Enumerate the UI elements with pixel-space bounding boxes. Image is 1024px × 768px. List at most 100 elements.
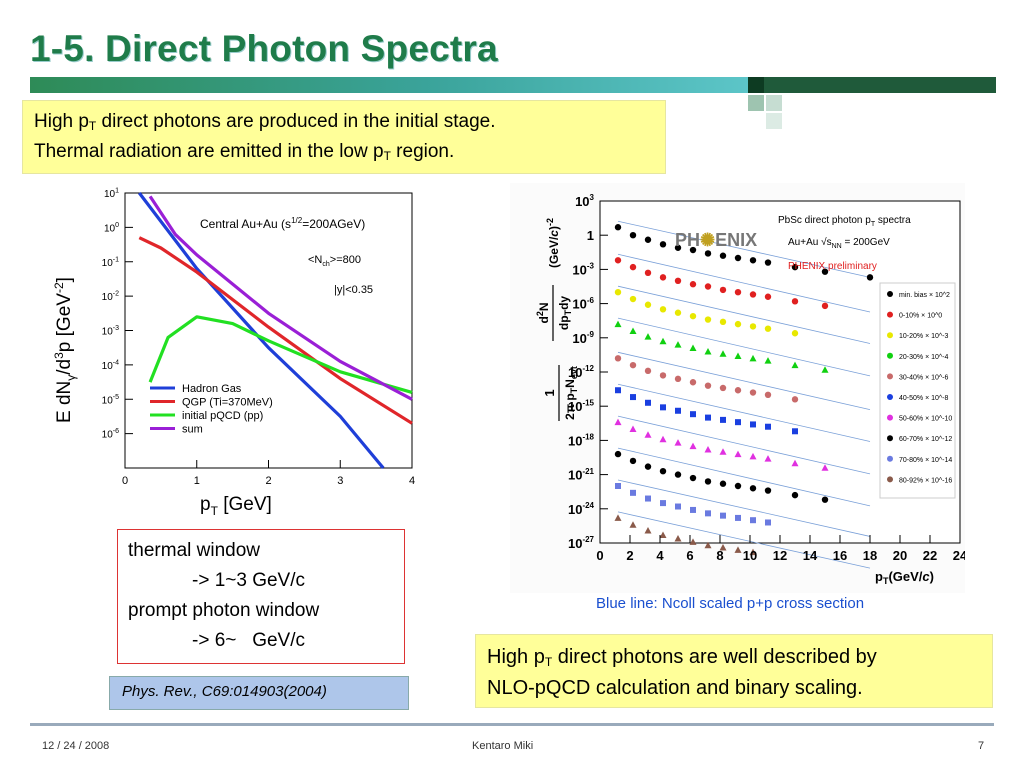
data-point [791, 491, 799, 499]
legend-marker [887, 352, 893, 359]
data-point [614, 355, 622, 362]
header-bar-dark [748, 77, 996, 93]
data-point [734, 482, 742, 490]
legend-marker [887, 291, 893, 297]
data-point [659, 274, 667, 281]
data-point [615, 483, 621, 489]
x-tick-label: 6 [686, 548, 693, 563]
data-point [704, 541, 712, 549]
svg-text:(GeV/c)-2: (GeV/c)-2 [545, 218, 561, 268]
data-point [734, 289, 742, 296]
data-point [719, 480, 727, 487]
legend-marker [887, 332, 893, 339]
data-point [821, 302, 829, 310]
x-tick-label: 14 [803, 548, 818, 563]
data-point [629, 425, 637, 432]
x-tick-labels: 0 1 2 3 4 [122, 460, 415, 487]
x-axis-label: pT(GeV/c) [875, 569, 934, 586]
header-bar-block-3 [766, 95, 782, 111]
footer-page-number: 7 [978, 740, 985, 752]
data-point [674, 309, 682, 316]
data-point [765, 423, 771, 430]
x-tick-label: 22 [923, 548, 937, 563]
data-point [689, 538, 697, 545]
data-point [629, 232, 637, 239]
data-point [821, 496, 829, 503]
y-tick-label: 10-5 [102, 394, 119, 407]
data-point [659, 337, 667, 345]
y-tick-label: 10-1 [102, 256, 119, 269]
curve-qgp [138, 236, 413, 425]
theory-spectrum-chart: 0 1 2 3 4 101 100 10-1 10-2 10-3 10-4 10-5 10-6 Cen… [52, 188, 415, 519]
ncoll-line [617, 511, 871, 569]
data-point [689, 246, 697, 254]
y-axis-label: 1 2π pTNevt d2N dpTdy (GeV/c)-2 [535, 218, 579, 421]
data-point [764, 391, 772, 398]
data-point [704, 316, 712, 323]
ncoll-scaled-lines [617, 220, 871, 569]
y-tick-label: 10-2 [102, 291, 119, 304]
data-point [705, 510, 711, 517]
ncoll-line [617, 447, 871, 507]
data-point [614, 224, 622, 231]
data-point [689, 379, 697, 386]
data-point [749, 257, 757, 264]
prompt-window-range: -> 6~ GeV/c [192, 630, 305, 651]
data-point [614, 257, 622, 264]
legend-entry: QGP (Ti=370MeV) [182, 397, 273, 409]
x-tick-label: 18 [863, 548, 877, 563]
data-point [690, 411, 696, 418]
legend-entry: min. bias × 10^2 [899, 292, 950, 299]
conclusion-line-2: NLO-pQCD calculation and binary scaling. [487, 677, 863, 699]
footer-author: Kentaro Miki [472, 740, 534, 752]
data-point [629, 327, 637, 334]
data-point [821, 366, 829, 373]
data-point [704, 478, 712, 485]
legend-entry: 40-50% × 10^-8 [899, 395, 949, 402]
data-point [614, 418, 622, 426]
data-point [674, 471, 682, 478]
data-point [674, 439, 682, 446]
header-bar-block-4 [766, 113, 782, 129]
data-point [719, 448, 727, 455]
ncoll-line [617, 479, 871, 537]
svg-text:d2N: d2N [535, 302, 551, 323]
x-tick-label: 4 [409, 475, 415, 487]
data-point [750, 517, 756, 524]
data-point [630, 394, 636, 401]
chart-subtitle: Au+Au √sNN = 200GeV [788, 236, 890, 250]
legend-frame [879, 282, 956, 499]
data-point [764, 487, 772, 494]
data-point [764, 293, 772, 300]
data-point [645, 495, 651, 502]
data-point [644, 431, 652, 438]
data-point [749, 485, 757, 492]
data-point [644, 333, 652, 340]
x-tick-label: 2 [265, 475, 271, 487]
data-point [644, 269, 652, 277]
phenix-spectrum-chart: 0 2 4 6 8 10 12 14 16 18 20 22 24 103110-310-610-910… [510, 183, 965, 593]
intro-text-box: High pT direct photons are produced in t… [22, 100, 666, 174]
data-point [821, 268, 829, 275]
data-point [720, 512, 726, 519]
phenix-logo: PH✺ENIX [675, 230, 757, 250]
legend-entry: 20-30% × 10^-4 [899, 354, 949, 361]
data-point [629, 521, 637, 528]
x-tick-label: 0 [122, 475, 128, 487]
svg-text:2π pTNevt: 2π pTNevt [563, 366, 579, 420]
data-point [614, 514, 622, 521]
data-point [644, 236, 652, 243]
data-point [614, 320, 622, 328]
data-point [644, 463, 652, 470]
ncoll-line [617, 415, 871, 475]
legend-entry: 60-70% × 10^-12 [899, 436, 952, 443]
x-tick-label: 0 [596, 548, 603, 563]
legend-marker [887, 373, 893, 380]
data-point [866, 274, 874, 281]
x-tick-label: 16 [833, 548, 847, 563]
nch-annotation: <Nch>=800 [308, 254, 361, 268]
data-point [704, 347, 712, 355]
data-point [674, 375, 682, 383]
data-point [791, 396, 799, 403]
x-tick-label: 8 [716, 548, 723, 563]
